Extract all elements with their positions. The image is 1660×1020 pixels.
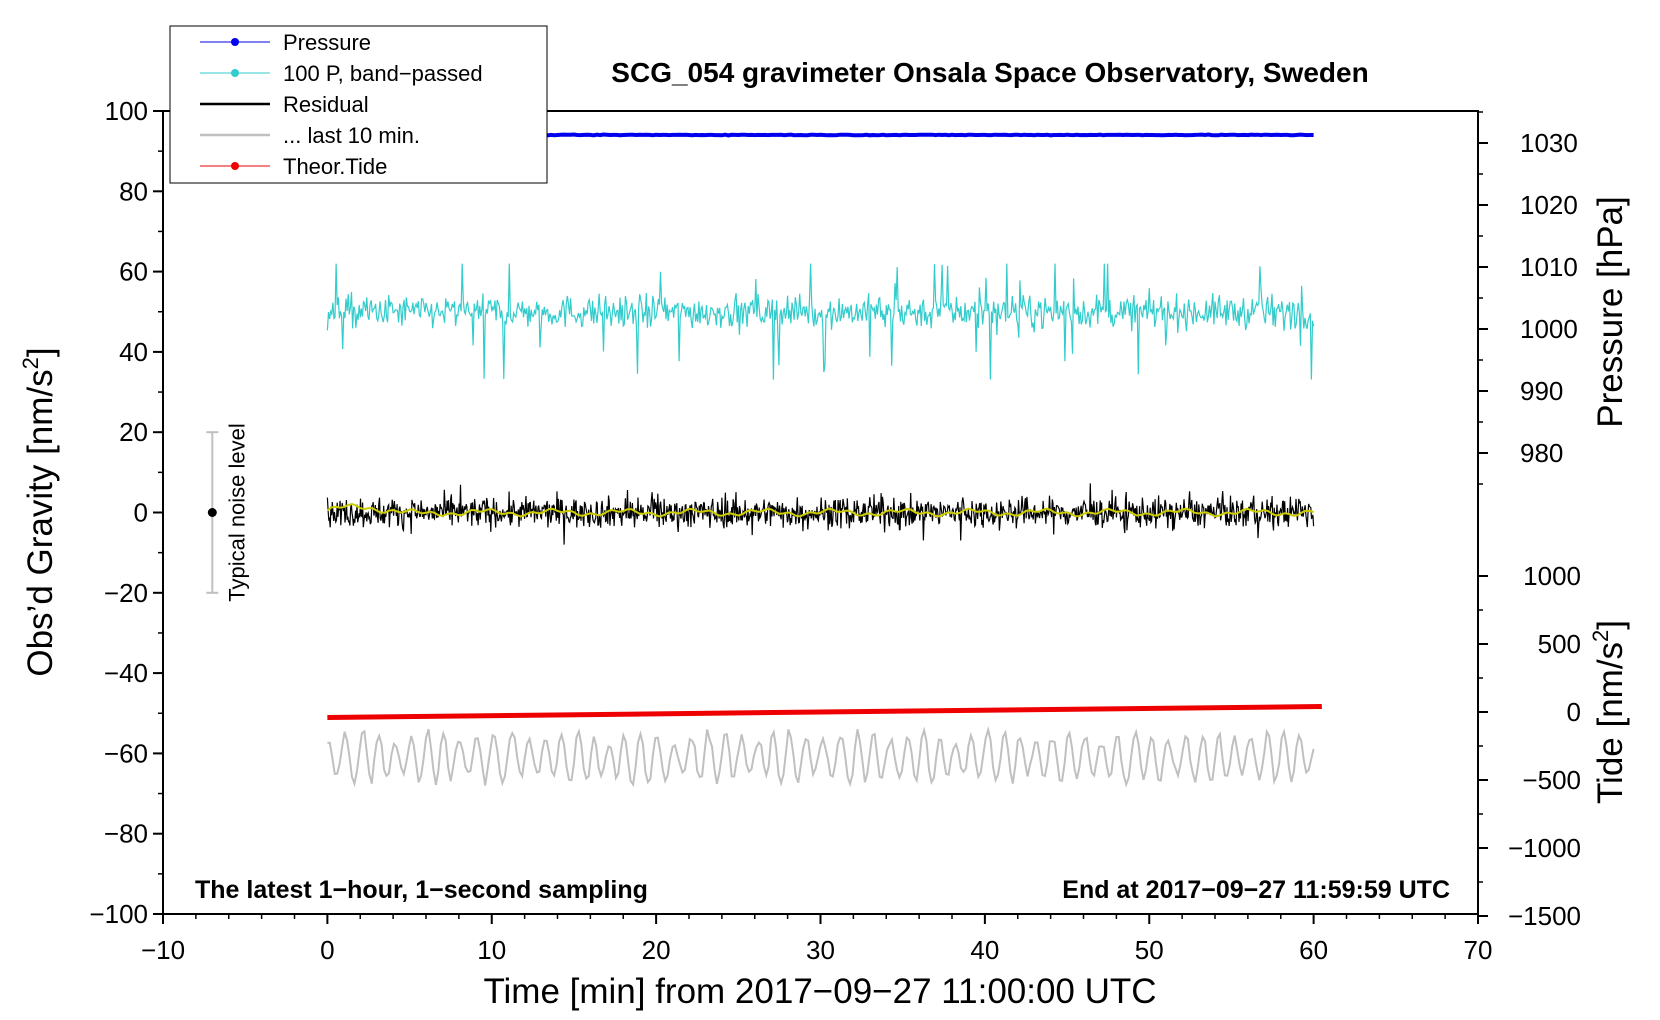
series-layer [326, 132, 1322, 788]
chart-title: SCG_054 gravimeter Onsala Space Observat… [611, 57, 1368, 88]
y-tick-label: −100 [89, 899, 148, 929]
series-residual-line [326, 483, 1315, 545]
y-tick-label: −20 [104, 578, 148, 608]
y-tick-label: −60 [104, 738, 148, 768]
x-tick-label: −10 [141, 935, 185, 965]
x-tick-label: 40 [970, 935, 999, 965]
legend-marker [231, 69, 239, 77]
legend: Pressure 100 P, band−passed Residual ... la… [169, 25, 548, 184]
pressure-tick-label: 1030 [1520, 128, 1578, 158]
legend-label: 100 P, band−passed [283, 61, 483, 86]
ticks-layer: −10 0 10 20 30 40 50 60 70−100−80−60−40−20020406… [89, 96, 1581, 965]
series-residual-smoothed-line [326, 502, 1314, 518]
x-tick-label: 60 [1299, 935, 1328, 965]
y-axis-title-pressure: Pressure [hPa] [1591, 196, 1630, 428]
y-tick-label: 0 [134, 498, 148, 528]
y-tick-label: −80 [104, 819, 148, 849]
series-last-10-min-line [327, 725, 1315, 788]
x-axis-title: Time [min] from 2017−09−27 11:00:00 UTC [483, 972, 1156, 1011]
y-axis-title-tide-sup: 2 [1588, 630, 1613, 642]
y-axis-title-gravity-main: Obs’d Gravity [nm/s [21, 369, 60, 676]
series-theor-tide-line [327, 704, 1322, 720]
annotation-sampling: The latest 1−hour, 1−second sampling [195, 876, 648, 904]
x-tick-label: 0 [320, 935, 334, 965]
y-tick-label: 40 [119, 337, 148, 367]
y-axis-title-gravity-end: ] [21, 347, 60, 357]
x-tick-label: 30 [806, 935, 835, 965]
annotation-end-time: End at 2017−09−27 11:59:59 UTC [1062, 876, 1450, 904]
noise-indicator: Typical noise level [206, 423, 249, 602]
tide-tick-label: 500 [1538, 629, 1581, 659]
tide-tick-label: −1500 [1508, 901, 1581, 931]
tide-tick-label: 1000 [1523, 561, 1581, 591]
noise-label: Typical noise level [224, 423, 249, 602]
y-tick-label: 60 [119, 257, 148, 287]
y-tick-label: −40 [104, 658, 148, 688]
legend-label: ... last 10 min. [283, 123, 420, 148]
legend-label: Theor.Tide [283, 154, 387, 179]
x-tick-label: 10 [477, 935, 506, 965]
pressure-tick-label: 1020 [1520, 190, 1578, 220]
y-axis-title-tide-end: ] [1591, 620, 1630, 630]
legend-marker [231, 38, 239, 46]
y-axis-title-gravity: Obs’d Gravity [nm/s2] [18, 347, 60, 676]
pressure-tick-label: 980 [1520, 438, 1563, 468]
y-axis-title-gravity-sup: 2 [18, 357, 43, 369]
tide-tick-label: 0 [1567, 697, 1581, 727]
legend-label: Residual [283, 92, 369, 117]
noise-center-dot [207, 508, 217, 517]
x-tick-label: 50 [1135, 935, 1164, 965]
pressure-tick-label: 1010 [1520, 252, 1578, 282]
y-axis-title-tide: Tide [nm/s2] [1588, 620, 1630, 804]
legend-marker [231, 162, 239, 170]
legend-label: Pressure [283, 30, 371, 55]
y-tick-label: 80 [119, 176, 148, 206]
tide-tick-label: −500 [1522, 765, 1581, 795]
pressure-tick-label: 1000 [1520, 314, 1578, 344]
x-tick-label: 20 [642, 935, 671, 965]
x-tick-label: 70 [1464, 935, 1493, 965]
y-tick-label: 100 [105, 96, 148, 126]
tide-tick-label: −1000 [1508, 833, 1581, 863]
series-band-passed-line [326, 263, 1315, 380]
pressure-tick-label: 990 [1520, 376, 1563, 406]
y-tick-label: 20 [119, 417, 148, 447]
y-axis-title-tide-main: Tide [nm/s [1591, 642, 1630, 804]
